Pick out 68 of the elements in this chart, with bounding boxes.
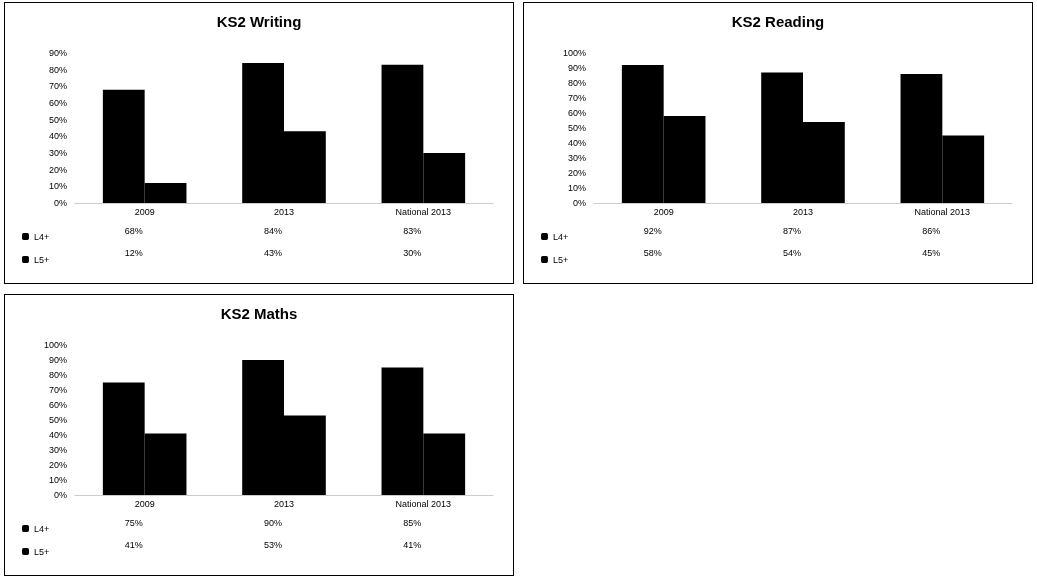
y-tick-label: 50% [48, 114, 67, 125]
y-tick-label: 60% [567, 108, 586, 118]
y-tick-label: 30% [48, 445, 67, 455]
y-tick-label: 0% [53, 490, 67, 500]
y-tick-label: 10% [567, 183, 586, 193]
y-tick-label: 20% [567, 168, 586, 178]
y-tick-label: 100% [43, 340, 67, 350]
x-tick-label: National 2013 [395, 498, 452, 509]
chart-title: KS2 Maths [220, 305, 298, 322]
y-tick-label: 60% [48, 98, 67, 108]
x-tick-label: 2009 [134, 206, 155, 217]
data-label: 86% [922, 225, 941, 236]
y-tick-label: 40% [567, 138, 586, 148]
y-tick-label: 80% [48, 370, 67, 380]
y-tick-label: 80% [48, 64, 67, 75]
data-label: 45% [922, 247, 941, 258]
legend-label: L5+ [34, 546, 50, 557]
x-tick-label: 2013 [273, 498, 295, 509]
y-tick-label: 70% [48, 385, 67, 395]
legend-label: L4+ [553, 231, 569, 242]
y-tick-label: 60% [48, 400, 67, 410]
y-tick-label: 10% [48, 181, 67, 192]
y-tick-label: 90% [48, 355, 67, 365]
y-tick-label: 70% [567, 93, 586, 103]
y-tick-label: 20% [48, 164, 67, 175]
data-label: 12% [124, 247, 143, 258]
x-tick-label: National 2013 [914, 206, 971, 217]
data-label: 41% [403, 539, 422, 550]
legend-label: L5+ [34, 254, 50, 265]
x-tick-label: 2013 [792, 206, 814, 217]
data-label: 30% [403, 247, 422, 258]
data-label: 68% [124, 225, 143, 236]
data-label: 87% [783, 225, 802, 236]
y-tick-label: 100% [562, 48, 586, 58]
chart-title: KS2 Writing [216, 13, 302, 30]
data-label: 92% [643, 225, 662, 236]
x-tick-label: National 2013 [395, 206, 452, 217]
data-label: 53% [264, 539, 283, 550]
legend-label: L4+ [34, 523, 50, 534]
data-label: 54% [783, 247, 802, 258]
x-tick-label: 2013 [273, 206, 295, 217]
y-tick-label: 0% [53, 198, 67, 208]
data-label: 90% [264, 517, 283, 528]
y-tick-label: 50% [567, 123, 586, 133]
y-tick-label: 90% [48, 48, 67, 58]
y-tick-label: 40% [48, 131, 67, 142]
data-label: 85% [403, 517, 422, 528]
y-tick-label: 90% [567, 63, 586, 73]
y-tick-label: 80% [567, 78, 586, 88]
data-label: 75% [124, 517, 143, 528]
x-tick-label: 2009 [134, 498, 155, 509]
y-tick-label: 0% [572, 198, 586, 208]
y-tick-label: 50% [48, 415, 67, 425]
data-label: 58% [643, 247, 662, 258]
data-label: 83% [403, 225, 422, 236]
legend-label: L4+ [34, 231, 50, 242]
data-label: 43% [264, 247, 283, 258]
y-tick-label: 20% [48, 460, 67, 470]
data-label: 84% [264, 225, 283, 236]
y-tick-label: 30% [48, 148, 67, 158]
y-tick-label: 70% [48, 81, 67, 92]
x-tick-label: 2009 [653, 206, 674, 217]
chart-title: KS2 Reading [731, 13, 825, 30]
y-tick-label: 40% [48, 430, 67, 440]
y-tick-label: 30% [567, 153, 586, 163]
data-label: 41% [124, 539, 143, 550]
legend-label: L5+ [553, 254, 569, 265]
y-tick-label: 10% [48, 475, 67, 485]
